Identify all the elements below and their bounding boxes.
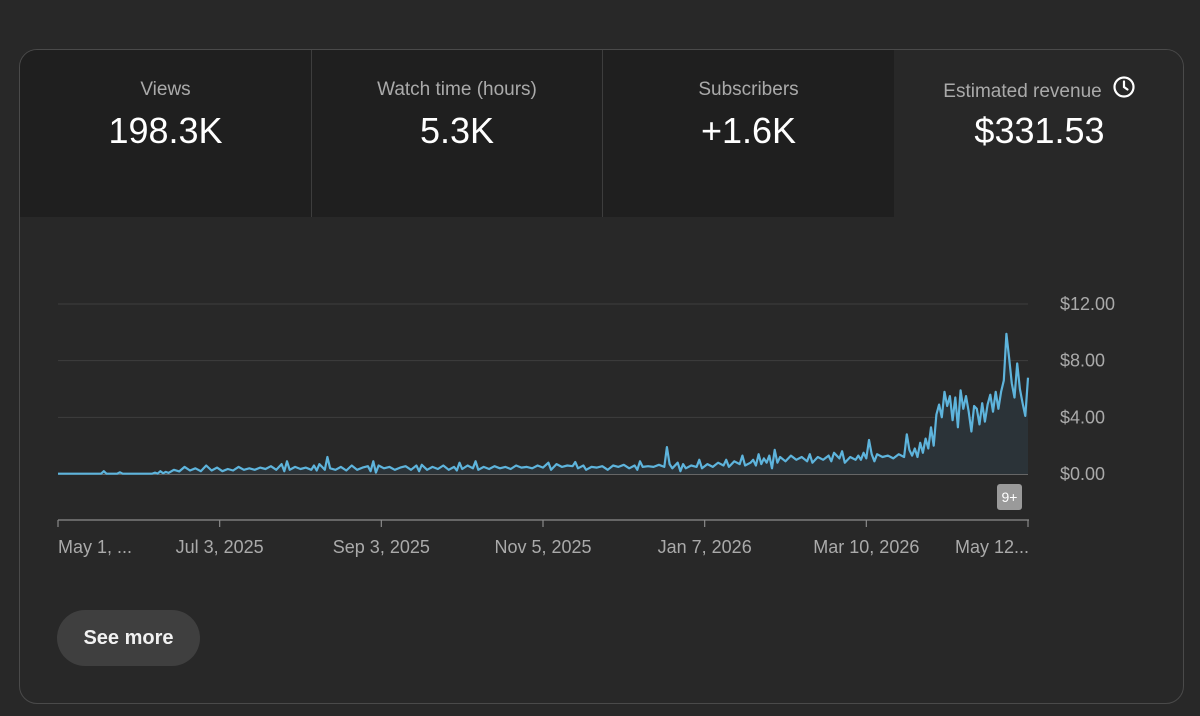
x-tick-label: Sep 3, 2025 [333,537,430,557]
y-tick-label: $12.00 [1060,294,1115,314]
views-label: Views [140,79,191,100]
views-value: 198.3K [108,110,223,151]
watch-time-value: 5.3K [419,110,495,151]
subscribers-label: Subscribers [698,79,799,100]
revenue-line [58,332,1030,475]
clock-icon[interactable] [1112,75,1136,105]
revenue-label-row: Estimated revenue [894,76,1183,105]
x-tick-label: Nov 5, 2025 [494,537,591,557]
y-tick-label: $8.00 [1060,351,1105,371]
y-tick-label: $0.00 [1060,464,1105,484]
see-more-button[interactable]: See more [57,610,200,666]
x-tick-label: Jan 7, 2026 [658,537,752,557]
tab-subscribers[interactable]: Subscribers +1.6K [603,50,894,217]
revenue-value: $331.53 [974,110,1105,151]
annotation-badge[interactable]: 9+ [997,484,1022,510]
revenue-chart: $12.00 $8.00 $4.00 $0.00 May 1, ... Jul 3, 20… [57,294,1115,557]
analytics-card: Views 198.3K Watch time (hours) 5.3K Sub… [19,49,1184,704]
tab-watch-time[interactable]: Watch time (hours) 5.3K [312,50,603,217]
y-tick-label: $4.00 [1060,407,1105,427]
watch-time-label: Watch time (hours) [377,79,537,100]
x-tick-label: Mar 10, 2026 [813,537,919,557]
revenue-label: Estimated revenue [943,81,1102,103]
tab-estimated-revenue[interactable]: Estimated revenue $331.53 [894,50,1183,217]
x-tick-label: May 1, ... [58,537,132,557]
subscribers-value: +1.6K [700,110,797,151]
tab-views[interactable]: Views 198.3K [20,50,312,217]
revenue-area [58,333,1028,474]
x-tick-label: Jul 3, 2025 [176,537,264,557]
x-tick-label: May 12... [955,537,1029,557]
metric-tabs: Views 198.3K Watch time (hours) 5.3K Sub… [20,50,1183,217]
